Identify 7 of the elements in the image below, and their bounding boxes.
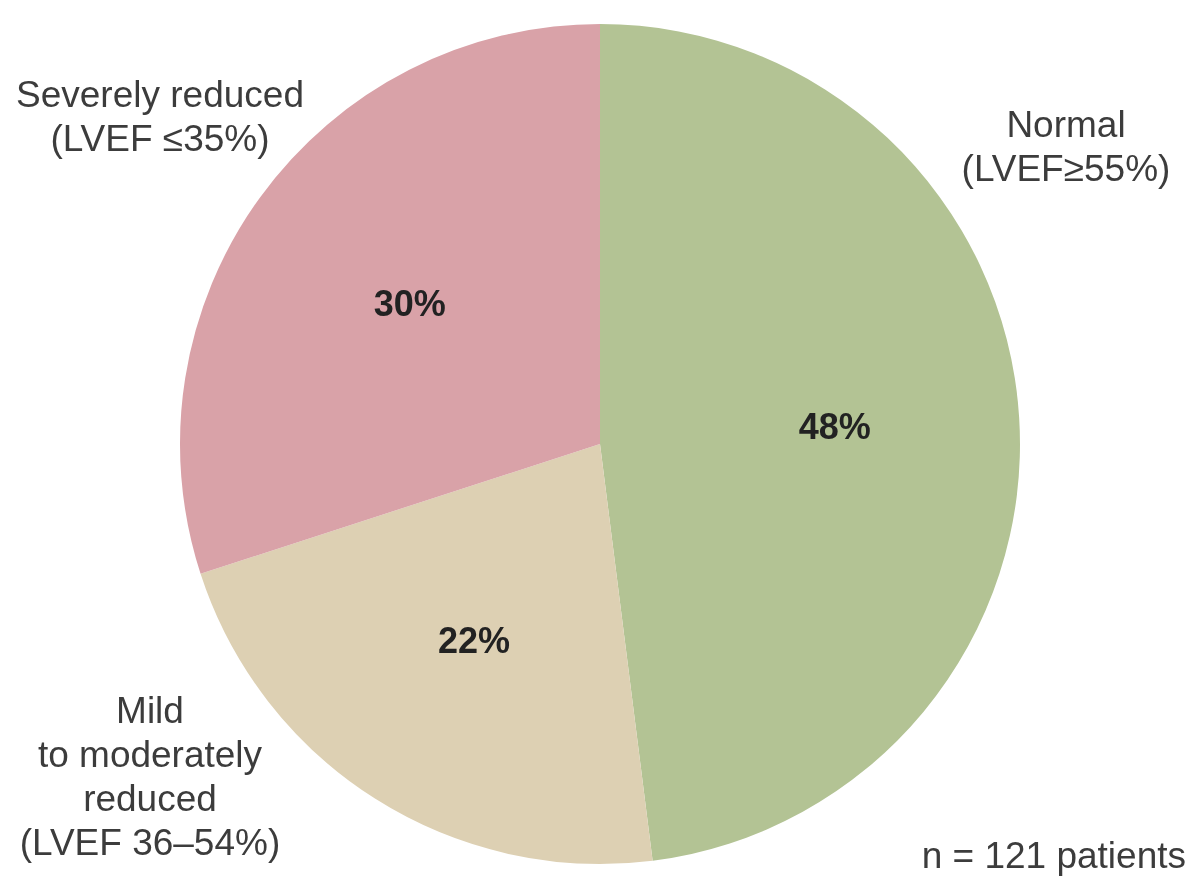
slice-label: Mild to moderately reduced (LVEF 36–54%) (19, 690, 281, 864)
slice-label: Normal (LVEF≥55%) (961, 104, 1171, 190)
data-label: 22% (437, 619, 510, 661)
data-label: 48% (798, 406, 871, 448)
slice-label: Severely reduced (LVEF ≤35%) (16, 74, 304, 160)
text: n = 121 patients (921, 835, 1186, 877)
data-label: 30% (373, 282, 446, 324)
